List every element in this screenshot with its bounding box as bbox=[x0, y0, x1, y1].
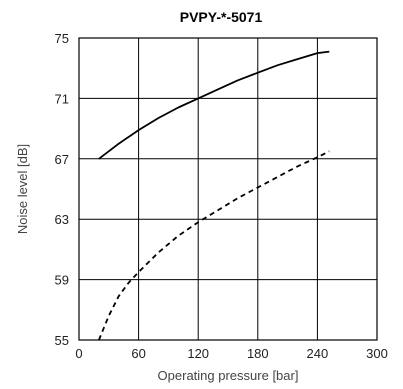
series-line-dashed bbox=[98, 150, 330, 341]
y-tick-label: 67 bbox=[55, 152, 69, 167]
x-tick-label: 300 bbox=[366, 346, 388, 361]
y-axis-label: Noise level [dB] bbox=[15, 144, 30, 234]
x-axis-label: Operating pressure [bar] bbox=[158, 368, 299, 383]
y-axis-ticks: 55 59 63 67 71 75 bbox=[55, 31, 69, 348]
chart-title: PVPY-*-5071 bbox=[180, 9, 263, 25]
plot-area-frame bbox=[78, 37, 378, 341]
series-line-solid bbox=[98, 50, 330, 160]
series-layer bbox=[98, 50, 330, 341]
x-tick-label: 60 bbox=[131, 346, 145, 361]
grid-layer bbox=[79, 38, 377, 340]
y-tick-label: 59 bbox=[55, 273, 69, 288]
x-axis-ticks: 0 60 120 180 240 300 bbox=[75, 346, 387, 361]
x-tick-label: 0 bbox=[75, 346, 82, 361]
y-tick-label: 75 bbox=[55, 31, 69, 46]
x-tick-label: 240 bbox=[307, 346, 329, 361]
y-tick-label: 71 bbox=[55, 91, 69, 106]
y-tick-label: 63 bbox=[55, 212, 69, 227]
x-tick-label: 120 bbox=[187, 346, 209, 361]
x-tick-label: 180 bbox=[247, 346, 269, 361]
y-tick-label: 55 bbox=[55, 333, 69, 348]
